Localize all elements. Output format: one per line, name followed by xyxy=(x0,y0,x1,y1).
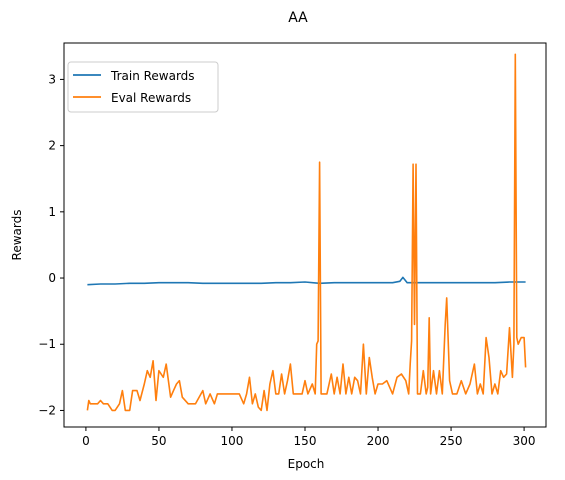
y-tick-label: 1 xyxy=(48,205,56,219)
y-axis-label: Rewards xyxy=(10,210,24,261)
x-axis-ticks: 0 50 100 150 200 250 300 xyxy=(82,427,536,448)
legend-label-eval: Eval Rewards xyxy=(111,91,191,105)
x-tick-label: 200 xyxy=(367,434,390,448)
y-tick-label: 3 xyxy=(48,72,56,86)
series-line-eval-rewards xyxy=(86,53,527,412)
legend-label-train: Train Rewards xyxy=(110,69,195,83)
x-tick-label: 300 xyxy=(513,434,536,448)
chart-title: AA xyxy=(288,10,308,26)
y-tick-label: 0 xyxy=(48,271,56,285)
series-line-train-rewards xyxy=(87,276,526,286)
x-tick-label: 250 xyxy=(440,434,463,448)
y-tick-label: −1 xyxy=(38,337,56,351)
y-axis-ticks: −2 −1 0 1 2 3 xyxy=(38,72,64,417)
x-axis-label: Epoch xyxy=(288,457,325,471)
x-tick-label: 150 xyxy=(294,434,317,448)
y-tick-label: −2 xyxy=(38,403,56,417)
legend: Train Rewards Eval Rewards xyxy=(67,61,219,113)
x-tick-label: 0 xyxy=(82,434,90,448)
x-tick-label: 100 xyxy=(221,434,244,448)
plot-lines xyxy=(86,53,527,412)
y-tick-label: 2 xyxy=(48,139,56,153)
x-tick-label: 50 xyxy=(151,434,166,448)
legend-box xyxy=(67,61,219,113)
